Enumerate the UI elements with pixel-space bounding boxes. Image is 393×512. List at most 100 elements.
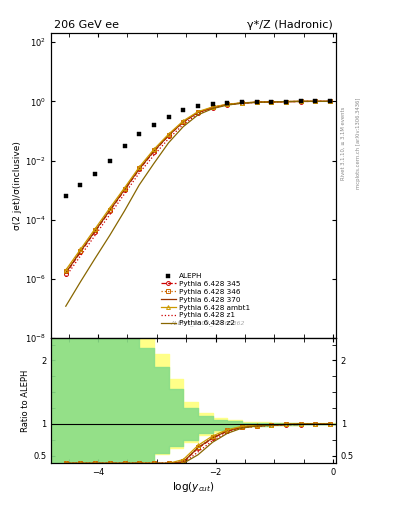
Pythia 6.428 345 [328,98,332,104]
ALEPH [152,122,156,128]
Pythia 6.428 z2 [210,105,215,112]
Pythia 6.428 z2 [328,98,332,104]
Pythia 6.428 346 [107,206,112,212]
Pythia 6.428 z2 [254,99,259,105]
ALEPH [107,158,112,164]
Pythia 6.428 ambt1 [240,100,244,106]
Pythia 6.428 345 [122,187,127,193]
Pythia 6.428 ambt1 [298,98,303,104]
Pythia 6.428 346 [328,98,332,104]
Pythia 6.428 ambt1 [284,98,288,104]
Pythia 6.428 370 [328,98,332,104]
ALEPH [328,98,332,104]
ALEPH [137,131,141,137]
Y-axis label: σ(2 jet)/σ(inclusive): σ(2 jet)/σ(inclusive) [13,141,22,230]
Pythia 6.428 z1 [196,111,200,117]
ALEPH [93,171,97,177]
Pythia 6.428 z2 [137,182,141,188]
Pythia 6.428 370 [225,101,230,108]
Pythia 6.428 z2 [122,208,127,214]
Pythia 6.428 346 [63,268,68,274]
Pythia 6.428 z2 [313,98,318,104]
Pythia 6.428 346 [225,101,230,108]
Pythia 6.428 ambt1 [210,104,215,110]
Pythia 6.428 ambt1 [78,246,83,252]
Pythia 6.428 346 [254,99,259,105]
Legend: ALEPH, Pythia 6.428 345, Pythia 6.428 346, Pythia 6.428 370, Pythia 6.428 ambt1,: ALEPH, Pythia 6.428 345, Pythia 6.428 34… [158,271,253,328]
Pythia 6.428 370 [313,98,318,104]
Pythia 6.428 370 [284,98,288,104]
Pythia 6.428 ambt1 [107,205,112,211]
Pythia 6.428 345 [313,98,318,104]
Pythia 6.428 346 [137,165,141,172]
Pythia 6.428 370 [181,119,185,125]
Pythia 6.428 ambt1 [225,101,230,108]
Pythia 6.428 346 [240,100,244,106]
Pythia 6.428 370 [166,132,171,138]
Pythia 6.428 370 [137,166,141,172]
Pythia 6.428 z2 [240,100,244,106]
Line: Pythia 6.428 370: Pythia 6.428 370 [66,101,330,273]
Pythia 6.428 370 [196,109,200,115]
Pythia 6.428 370 [269,99,274,105]
Pythia 6.428 ambt1 [93,226,97,232]
Pythia 6.428 370 [122,186,127,193]
Pythia 6.428 z1 [107,211,112,218]
Pythia 6.428 345 [78,249,83,255]
Pythia 6.428 z1 [78,253,83,259]
Pythia 6.428 345 [181,119,185,125]
ALEPH [313,98,318,104]
Line: Pythia 6.428 ambt1: Pythia 6.428 ambt1 [64,99,332,272]
Pythia 6.428 346 [210,104,215,111]
Pythia 6.428 345 [137,166,141,173]
Pythia 6.428 z1 [298,98,303,104]
Pythia 6.428 346 [298,98,303,104]
Pythia 6.428 ambt1 [63,267,68,273]
ALEPH [181,107,185,113]
ALEPH [210,101,215,108]
Pythia 6.428 346 [122,186,127,192]
Pythia 6.428 z1 [93,232,97,238]
ALEPH [269,99,274,105]
Pythia 6.428 345 [93,228,97,234]
ALEPH [284,98,288,104]
Pythia 6.428 346 [93,227,97,233]
Pythia 6.428 z1 [269,99,274,105]
Line: Pythia 6.428 346: Pythia 6.428 346 [64,99,332,273]
Pythia 6.428 370 [93,228,97,234]
Pythia 6.428 z2 [225,102,230,108]
Pythia 6.428 ambt1 [269,99,274,105]
ALEPH [196,103,200,110]
Pythia 6.428 ambt1 [122,185,127,191]
Pythia 6.428 346 [166,132,171,138]
Pythia 6.428 370 [78,248,83,254]
Line: Pythia 6.428 z2: Pythia 6.428 z2 [66,101,330,306]
ALEPH [225,100,230,106]
Pythia 6.428 ambt1 [196,109,200,115]
Text: Rivet 3.1.10, ≥ 3.1M events: Rivet 3.1.10, ≥ 3.1M events [341,106,346,180]
Pythia 6.428 370 [240,100,244,106]
Pythia 6.428 z2 [298,98,303,104]
Pythia 6.428 345 [269,99,274,105]
Pythia 6.428 370 [254,99,259,105]
Pythia 6.428 345 [284,99,288,105]
ALEPH [240,99,244,105]
Pythia 6.428 z1 [284,99,288,105]
ALEPH [166,114,171,120]
Pythia 6.428 370 [152,148,156,154]
X-axis label: log($y_{cut}$): log($y_{cut}$) [172,480,215,494]
ALEPH [254,99,259,105]
Pythia 6.428 370 [63,270,68,276]
Pythia 6.428 z1 [313,98,318,104]
Pythia 6.428 370 [298,98,303,104]
Text: mcplots.cern.ch [arXiv:1306.3436]: mcplots.cern.ch [arXiv:1306.3436] [356,98,361,189]
Pythia 6.428 z1 [254,99,259,105]
Pythia 6.428 z2 [78,279,83,285]
Y-axis label: Ratio to ALEPH: Ratio to ALEPH [21,370,30,432]
Pythia 6.428 370 [210,104,215,111]
Pythia 6.428 ambt1 [181,118,185,124]
Pythia 6.428 ambt1 [166,131,171,137]
ALEPH [122,143,127,150]
Pythia 6.428 345 [152,148,156,155]
Pythia 6.428 ambt1 [137,164,141,170]
